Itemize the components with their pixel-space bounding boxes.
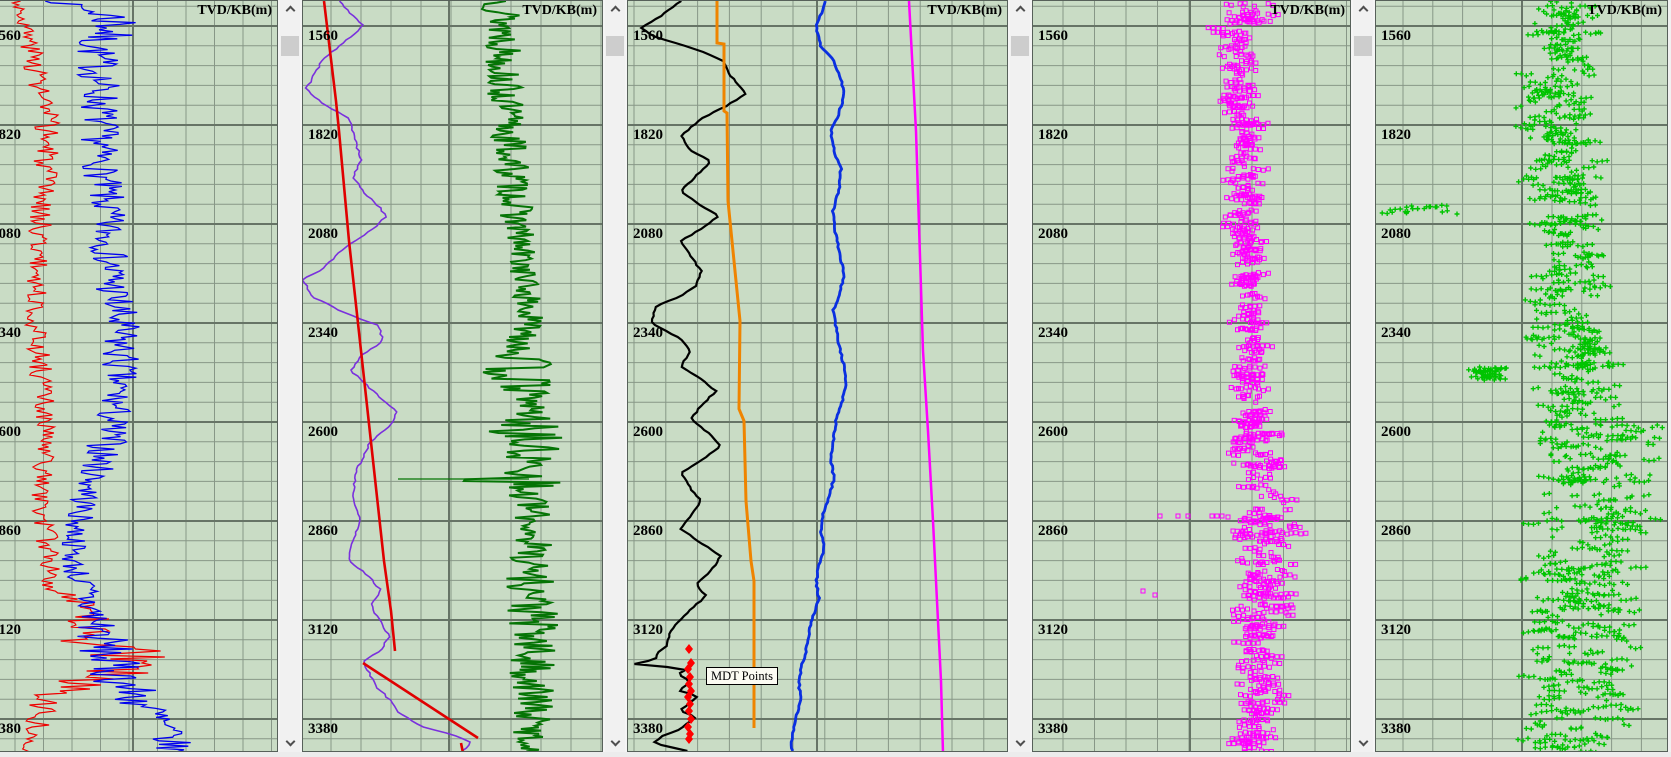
chevron-down-icon [1358, 736, 1368, 747]
chevron-down-icon [285, 736, 295, 747]
track-plot[interactable]: TVD/KB(m) 1560 1820 2080 2340 2600 2860 3120 33… [1032, 0, 1351, 752]
depth-label: 1560 [1038, 28, 1068, 44]
depth-label: 2080 [633, 226, 663, 242]
scrollbar-thumb[interactable] [1011, 36, 1029, 56]
depth-label: 1820 [1381, 127, 1411, 143]
scroll-up-button[interactable] [280, 0, 300, 17]
depth-label: 2340 [308, 325, 338, 341]
chevron-up-icon [1015, 5, 1025, 16]
depth-label: 1820 [633, 127, 663, 143]
depth-label: 2080 [1381, 226, 1411, 242]
scrollbar-thumb[interactable] [281, 36, 299, 56]
chevron-up-icon [1358, 5, 1368, 16]
depth-label: 2860 [0, 523, 21, 539]
depth-label: 3380 [1038, 721, 1068, 737]
depth-label: 3120 [0, 622, 21, 638]
scroll-up-button[interactable] [605, 0, 625, 17]
track-canvas [0, 1, 277, 751]
depth-label: 1820 [308, 127, 338, 143]
depth-axis-title: TVD/KB(m) [1270, 3, 1345, 18]
depth-label: 2340 [1038, 325, 1068, 341]
depth-label: 2860 [1381, 523, 1411, 539]
depth-axis-title: TVD/KB(m) [522, 3, 597, 18]
depth-label: 2080 [1038, 226, 1068, 242]
scroll-up-button[interactable] [1353, 0, 1373, 17]
depth-label: 2600 [633, 424, 663, 440]
depth-label: 1560 [0, 28, 21, 44]
mdt-points-annotation[interactable]: MDT Points [706, 667, 778, 685]
scroll-down-button[interactable] [605, 735, 625, 752]
depth-label: 3120 [1381, 622, 1411, 638]
vertical-scrollbar[interactable] [1668, 0, 1671, 752]
depth-label: 2600 [308, 424, 338, 440]
log-track-panel: TVD/KB(m) 1560 1820 2080 2340 2600 2860 3120 33… [1375, 0, 1671, 752]
depth-label: 1560 [1381, 28, 1411, 44]
depth-label: 1560 [308, 28, 338, 44]
depth-label: 3380 [308, 721, 338, 737]
depth-label: 1820 [0, 127, 21, 143]
depth-label: 3380 [633, 721, 663, 737]
scrollbar-thumb[interactable] [1354, 36, 1372, 56]
depth-label: 2080 [308, 226, 338, 242]
scroll-down-button[interactable] [1010, 735, 1030, 752]
depth-label: 2860 [308, 523, 338, 539]
depth-label: 3380 [0, 721, 21, 737]
depth-label: 2600 [0, 424, 21, 440]
depth-label: 2080 [0, 226, 21, 242]
chevron-down-icon [610, 736, 620, 747]
track-plot[interactable]: TVD/KB(m) 1560 1820 2080 2340 2600 2860 3120 33… [627, 0, 1008, 752]
chevron-up-icon [610, 5, 620, 16]
track-plot[interactable]: TVD/KB(m) 1560 1820 2080 2340 2600 2860 3120 33… [302, 0, 603, 752]
depth-axis-title: TVD/KB(m) [927, 3, 1002, 18]
track-canvas [303, 1, 602, 751]
depth-label: 2600 [1038, 424, 1068, 440]
track-canvas [1376, 1, 1667, 751]
depth-label: 3380 [1381, 721, 1411, 737]
track-canvas [1033, 1, 1350, 751]
scroll-up-button[interactable] [1010, 0, 1030, 17]
scroll-down-button[interactable] [280, 735, 300, 752]
depth-label: 2860 [633, 523, 663, 539]
depth-label: 2860 [1038, 523, 1068, 539]
vertical-scrollbar[interactable] [1353, 0, 1373, 752]
vertical-scrollbar[interactable] [280, 0, 300, 752]
depth-label: 3120 [308, 622, 338, 638]
chevron-up-icon [285, 5, 295, 16]
scrollbar-thumb[interactable] [606, 36, 624, 56]
log-track-panel: TVD/KB(m) 1560 1820 2080 2340 2600 2860 3120 33… [1032, 0, 1375, 752]
depth-label: 2340 [633, 325, 663, 341]
vertical-scrollbar[interactable] [1010, 0, 1030, 752]
depth-label: 2340 [0, 325, 21, 341]
depth-label: 1560 [633, 28, 663, 44]
log-track-panel: TVD/KB(m) 1560 1820 2080 2340 2600 2860 3120 33… [0, 0, 302, 752]
log-track-panel: TVD/KB(m) 1560 1820 2080 2340 2600 2860 3120 33… [302, 0, 627, 752]
vertical-scrollbar[interactable] [605, 0, 625, 752]
track-canvas [628, 1, 1007, 751]
depth-label: 3120 [1038, 622, 1068, 638]
scroll-down-button[interactable] [1353, 735, 1373, 752]
depth-label: 2340 [1381, 325, 1411, 341]
depth-axis-title: TVD/KB(m) [1587, 3, 1662, 18]
chevron-down-icon [1015, 736, 1025, 747]
depth-label: 3120 [633, 622, 663, 638]
depth-label: 2600 [1381, 424, 1411, 440]
track-plot[interactable]: TVD/KB(m) 1560 1820 2080 2340 2600 2860 3120 33… [0, 0, 278, 752]
log-track-panel: TVD/KB(m) 1560 1820 2080 2340 2600 2860 3120 33… [627, 0, 1032, 752]
depth-label: 1820 [1038, 127, 1068, 143]
depth-axis-title: TVD/KB(m) [197, 3, 272, 18]
track-plot[interactable]: TVD/KB(m) 1560 1820 2080 2340 2600 2860 3120 33… [1375, 0, 1668, 752]
